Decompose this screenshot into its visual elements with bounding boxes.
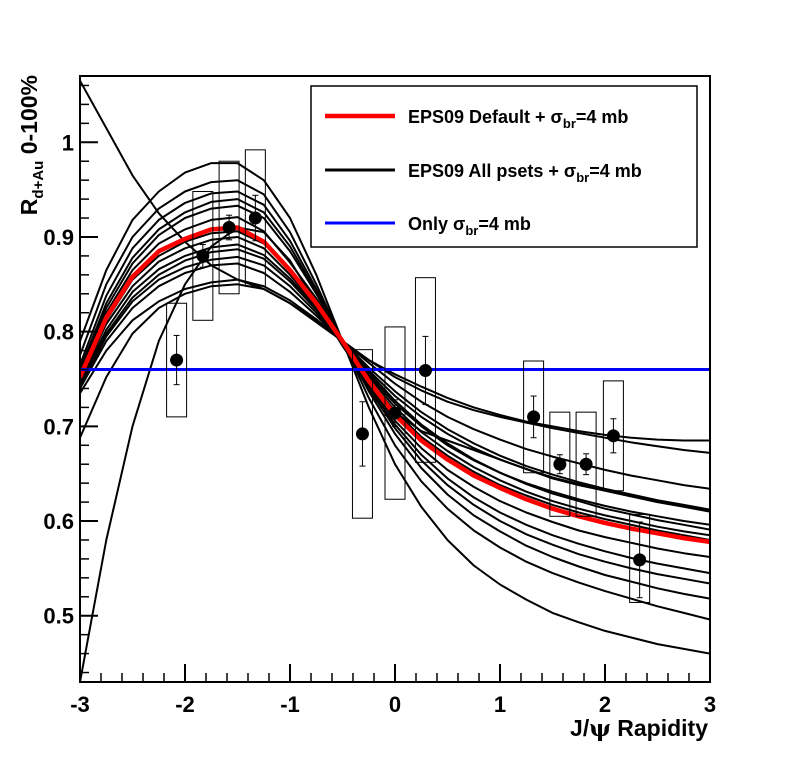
legend-box bbox=[310, 85, 698, 248]
y-axis-label-suffix: 0-100% bbox=[16, 75, 42, 161]
axes-group: -3 -2 -1 0 1 2 3 0.5 0.6 0.7 0.8 0.9 1 bbox=[43, 84, 716, 717]
pset-curve-9 bbox=[80, 190, 710, 600]
legend-label-1: EPS09 All psets + σbr=4 mb bbox=[408, 161, 642, 185]
legend-label-0: EPS09 Default + σbr=4 mb bbox=[408, 107, 628, 131]
sys-box-10 bbox=[602, 380, 624, 492]
data-point-2 bbox=[222, 221, 236, 234]
pset-curve-13 bbox=[80, 198, 710, 585]
y-tick-label-5: 1 bbox=[62, 130, 74, 155]
sys-box-5 bbox=[384, 326, 406, 500]
data-point-1 bbox=[196, 249, 210, 263]
systematic-boxes-group bbox=[166, 149, 651, 603]
data-points-group bbox=[170, 194, 647, 599]
pset-curve-6 bbox=[80, 278, 710, 490]
legend-label-pre-0: EPS09 Default + σ bbox=[408, 107, 563, 127]
sys-box-8 bbox=[549, 411, 571, 517]
legend-label-pre-1: EPS09 All psets + σ bbox=[408, 161, 576, 181]
y-axis-label-sub: d+Au bbox=[30, 161, 47, 199]
x-axis-label-pre: J/ bbox=[570, 715, 590, 741]
y-tick-label-0: 0.5 bbox=[43, 604, 74, 629]
x-tick-label-5: 2 bbox=[599, 692, 611, 717]
data-point-8 bbox=[553, 457, 567, 471]
y-tick-label-2: 0.7 bbox=[43, 414, 74, 439]
x-tick-label-0: -3 bbox=[70, 692, 90, 717]
sys-box-7 bbox=[523, 360, 545, 474]
x-axis-label-post: Rapidity bbox=[611, 715, 708, 741]
legend-label-2: Only σbr=4 mb bbox=[408, 214, 531, 238]
pset-curve-5 bbox=[80, 262, 710, 511]
data-point-4 bbox=[355, 427, 369, 441]
data-point-10 bbox=[606, 429, 620, 443]
x-axis-label: J/ψ Rapidity bbox=[570, 715, 708, 742]
pset-curve-3 bbox=[80, 283, 710, 454]
sys-box-6 bbox=[414, 277, 436, 463]
data-point-5 bbox=[388, 406, 402, 420]
legend-label-post-2: =4 mb bbox=[478, 214, 531, 234]
x-tick-label-1: -2 bbox=[175, 692, 195, 717]
sys-box-3 bbox=[244, 149, 266, 287]
sys-box-1 bbox=[192, 191, 214, 321]
pset-curve-4 bbox=[80, 179, 710, 621]
data-point-6 bbox=[418, 363, 432, 377]
y-axis-label: Rd+Au 0-100% bbox=[16, 75, 47, 215]
data-point-9 bbox=[579, 457, 593, 471]
legend-label-post-0: =4 mb bbox=[576, 107, 629, 127]
x-axis-label-psi: ψ bbox=[589, 715, 611, 742]
pset-curve-2 bbox=[80, 162, 710, 655]
sys-box-9 bbox=[575, 411, 597, 517]
y-axis-label-main: R bbox=[16, 198, 42, 215]
y-tick-label-4: 0.9 bbox=[43, 225, 74, 250]
sys-box-4 bbox=[351, 349, 373, 519]
data-point-0 bbox=[170, 353, 184, 367]
data-point-11 bbox=[633, 553, 647, 567]
sys-box-11 bbox=[629, 513, 651, 603]
y-tick-label-1: 0.6 bbox=[43, 509, 74, 534]
legend-label-sub-0: br bbox=[563, 116, 576, 131]
legend-label-sub-1: br bbox=[576, 170, 589, 185]
data-point-3 bbox=[248, 211, 262, 225]
x-tick-label-6: 3 bbox=[704, 692, 716, 717]
legend-label-sub-2: br bbox=[465, 223, 478, 238]
data-point-7 bbox=[527, 410, 541, 424]
x-tick-label-4: 1 bbox=[494, 692, 506, 717]
sys-box-0 bbox=[166, 302, 188, 418]
y-tick-label-3: 0.8 bbox=[43, 320, 74, 345]
sys-box-2 bbox=[218, 160, 240, 295]
legend-label-pre-2: Only σ bbox=[408, 214, 465, 234]
legend-label-post-1: =4 mb bbox=[589, 161, 642, 181]
x-tick-label-2: -1 bbox=[280, 692, 300, 717]
x-tick-label-3: 0 bbox=[389, 692, 401, 717]
